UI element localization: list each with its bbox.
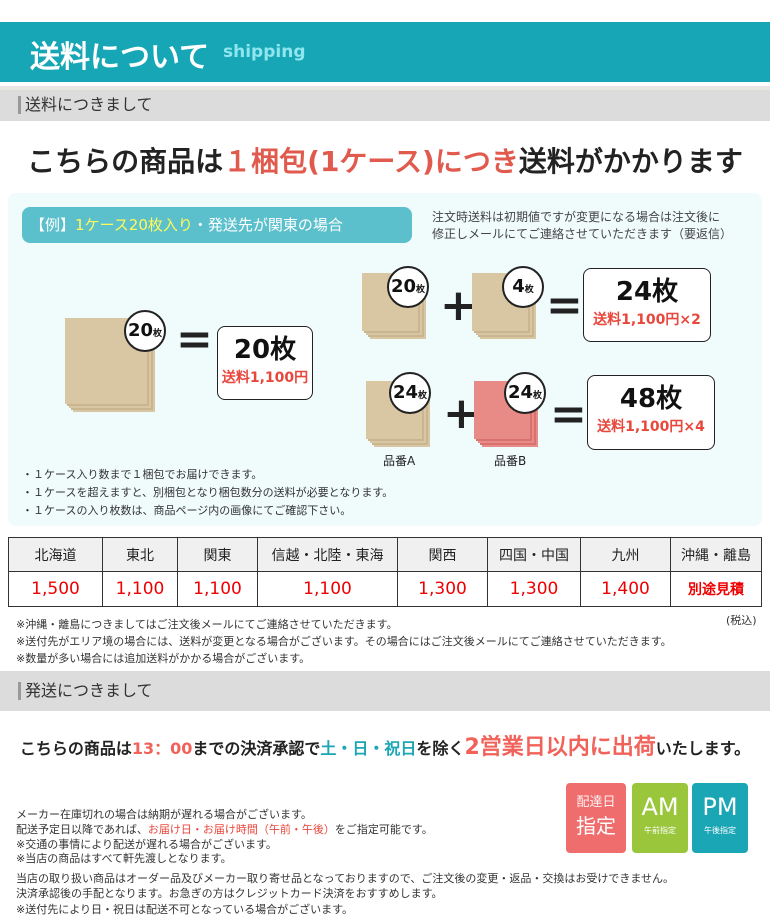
delivery-text: 決済承認後の手配となります。お急ぎの方はクレジットカード決済をおすすめします。 bbox=[16, 887, 443, 900]
pill-prefix: 【例】 bbox=[30, 216, 76, 234]
equals-sign: = bbox=[550, 389, 587, 440]
headline-text: 送料がかかります bbox=[518, 145, 743, 178]
delivery-text: ※当店の商品はすべて軒先渡しとなります。 bbox=[16, 852, 232, 865]
bullet: ・１ケース入り数まで１梱包でお届けできます。 bbox=[22, 468, 263, 481]
count-badge: 20枚 bbox=[387, 266, 429, 308]
region-header: 関西 bbox=[397, 537, 488, 572]
rate-cell: 1,100 bbox=[177, 571, 258, 607]
page-header: 送料について shipping bbox=[0, 22, 770, 82]
result-box: 20枚 送料1,100円 bbox=[217, 326, 313, 400]
example-note: 注文時送料は初期値ですが変更になる場合は注文後に 修正しメールにてご連絡させていた… bbox=[432, 209, 732, 243]
result-box: 24枚 送料1,100円×2 bbox=[583, 268, 711, 342]
note-line: 修正しメールにてご連絡させていただきます（要返信） bbox=[432, 227, 733, 241]
headline-text: こちらの商品は bbox=[27, 145, 224, 178]
count-badge: 20枚 bbox=[124, 310, 166, 352]
pill-suffix: ・発送先が関東の場合 bbox=[192, 216, 343, 234]
rate-note: ※送付先がエリア境の場合には、送料が変更となる場合がございます。その場合にはご注… bbox=[16, 635, 672, 648]
headline-highlight: １梱包(1ケース)につき bbox=[223, 145, 519, 178]
region-header: 沖縄・離島 bbox=[670, 537, 762, 572]
tax-note: (税込) bbox=[726, 614, 757, 627]
section-title: 送料につきまして bbox=[18, 96, 153, 114]
region-header: 九州 bbox=[580, 537, 671, 572]
rate-cell: 別途見積 bbox=[670, 571, 762, 607]
delivery-text: 当店の取り扱い商品はオーダー品及びメーカー取り寄せ品となっておりますので、ご注文… bbox=[16, 872, 675, 885]
delivery-text: 配送予定日以降であれば、お届け日・お届け時間（午前・午後）をご指定可能です。 bbox=[16, 823, 433, 836]
rate-cell: 1,300 bbox=[487, 571, 581, 607]
rate-note: ※沖縄・離島につきましてはご注文後メールにてご連絡させていただきます。 bbox=[16, 618, 398, 631]
dispatch-statement: こちらの商品は13：00までの決済承認で土・日・祝日を除く2営業日以内に出荷いた… bbox=[19, 735, 751, 760]
product-label-a: 品番A bbox=[383, 454, 416, 468]
note-line: 注文時送料は初期値ですが変更になる場合は注文後に bbox=[432, 210, 721, 224]
equals-sign: = bbox=[546, 280, 583, 331]
section-title: 発送につきまして bbox=[18, 682, 153, 700]
example-pill: 【例】1ケース20枚入り・発送先が関東の場合 bbox=[22, 207, 412, 243]
plus-sign: + bbox=[443, 388, 480, 439]
rate-cell: 1,500 bbox=[8, 571, 103, 607]
headline: こちらの商品は１梱包(1ケース)につき送料がかかります bbox=[0, 140, 770, 180]
section-bar-dispatch: 発送につきまして bbox=[0, 671, 770, 711]
bullet: ・１ケースを超えますと、別梱包となり梱包数分の送料が必要となります。 bbox=[22, 486, 394, 499]
count-badge: 24枚 bbox=[504, 372, 546, 414]
result-box: 48枚 送料1,100円×4 bbox=[587, 375, 715, 450]
header-subtitle: shipping bbox=[223, 42, 306, 62]
pm-delivery-icon: PM 午後指定 bbox=[692, 783, 748, 853]
rate-cell: 1,100 bbox=[102, 571, 178, 607]
delivery-text: ※送付先により日・祝日は配送不可となっている場合がございます。 bbox=[16, 903, 354, 916]
am-delivery-icon: AM 午前指定 bbox=[632, 783, 688, 853]
product-label-b: 品番B bbox=[494, 454, 527, 468]
delivery-text: ※交通の事情により配送が遅れる場合がございます。 bbox=[16, 838, 277, 851]
region-header: 四国・中国 bbox=[487, 537, 581, 572]
plus-sign: + bbox=[440, 280, 477, 331]
shipping-rate-table: 北海道 東北 関東 信越・北陸・東海 関西 四国・中国 九州 沖縄・離島 1,5… bbox=[8, 537, 762, 607]
rate-cell: 1,300 bbox=[397, 571, 488, 607]
region-header: 信越・北陸・東海 bbox=[257, 537, 398, 572]
region-header: 東北 bbox=[102, 537, 178, 572]
region-header: 北海道 bbox=[8, 537, 103, 572]
count-badge: 24枚 bbox=[389, 372, 431, 414]
bullet: ・１ケースの入り枚数は、商品ページ内の画像にてご確認下さい。 bbox=[22, 504, 352, 517]
date-delivery-icon: 配達日 指定 bbox=[566, 783, 626, 853]
pill-highlight: 1ケース20枚入り bbox=[75, 216, 193, 234]
rate-cell: 1,400 bbox=[580, 571, 671, 607]
header-title: 送料について bbox=[30, 40, 210, 75]
delivery-text: メーカー在庫切れの場合は納期が遅れる場合がございます。 bbox=[16, 808, 312, 821]
rate-cell: 1,100 bbox=[257, 571, 398, 607]
region-header: 関東 bbox=[177, 537, 258, 572]
equals-sign: = bbox=[176, 314, 213, 365]
section-bar-shipping-fee: 送料につきまして bbox=[0, 86, 770, 121]
count-badge: 4枚 bbox=[502, 266, 544, 308]
rate-note: ※数量が多い場合には追加送料がかかる場合がございます。 bbox=[16, 652, 311, 665]
